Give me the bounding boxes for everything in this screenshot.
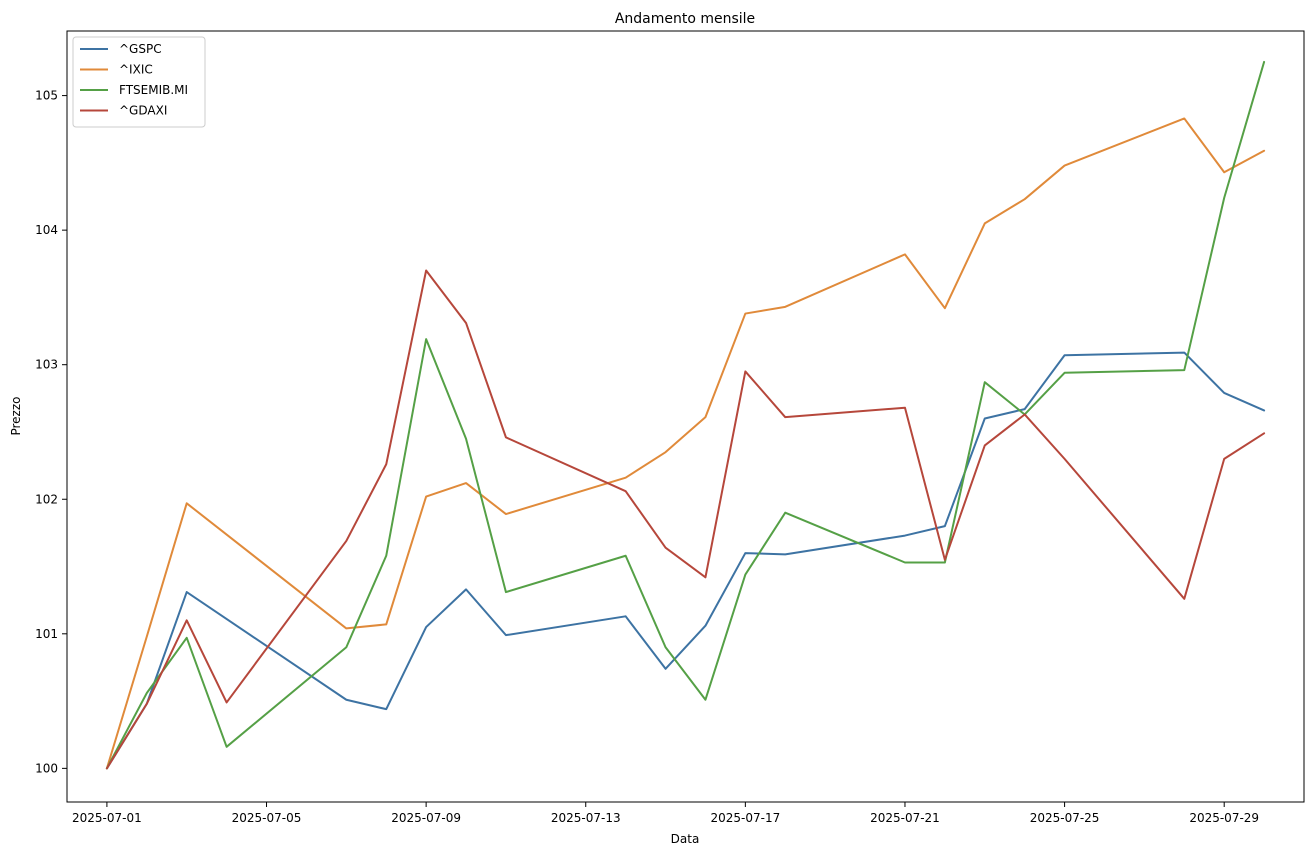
x-tick-label: 2025-07-29 [1189,811,1259,825]
x-tick-label: 2025-07-13 [551,811,621,825]
legend-box [72,36,206,128]
y-tick-label: 100 [35,761,58,775]
y-tick-label: 104 [35,223,58,237]
x-tick-label: 2025-07-17 [710,811,780,825]
x-tick-label: 2025-07-05 [232,811,302,825]
series-line-3 [105,60,1266,770]
y-tick-label: 102 [35,492,58,506]
y-tick-label: 101 [35,627,58,641]
x-tick-label: 2025-07-01 [72,811,142,825]
chart-title: Andamento mensile [615,11,755,27]
legend-label: ^GSPC [119,42,162,56]
legend-label: ^IXIC [119,63,153,77]
series-line-4 [105,269,1266,770]
y-tick-label: 103 [35,358,58,372]
y-axis-ticks: 100 101 102 103 104 105 [35,89,67,775]
series-line-1 [105,351,1266,770]
legend: ^GSPC ^IXIC FTSEMIB.MI ^GDAXI [72,36,206,128]
x-axis-label: Data [671,832,700,846]
x-tick-label: 2025-07-21 [870,811,940,825]
legend-label: ^GDAXI [119,104,167,118]
x-axis-ticks: 2025-07-01 2025-07-05 2025-07-09 2025-07-13… [72,802,1259,825]
series-line-2 [105,117,1266,770]
x-tick-label: 2025-07-25 [1030,811,1100,825]
y-tick-label: 105 [35,89,58,103]
series-layer [105,60,1266,770]
plot-area-frame [66,30,1305,803]
y-axis-label: Prezzo [9,396,23,435]
legend-label: FTSEMIB.MI [119,83,188,97]
x-tick-label: 2025-07-09 [391,811,461,825]
